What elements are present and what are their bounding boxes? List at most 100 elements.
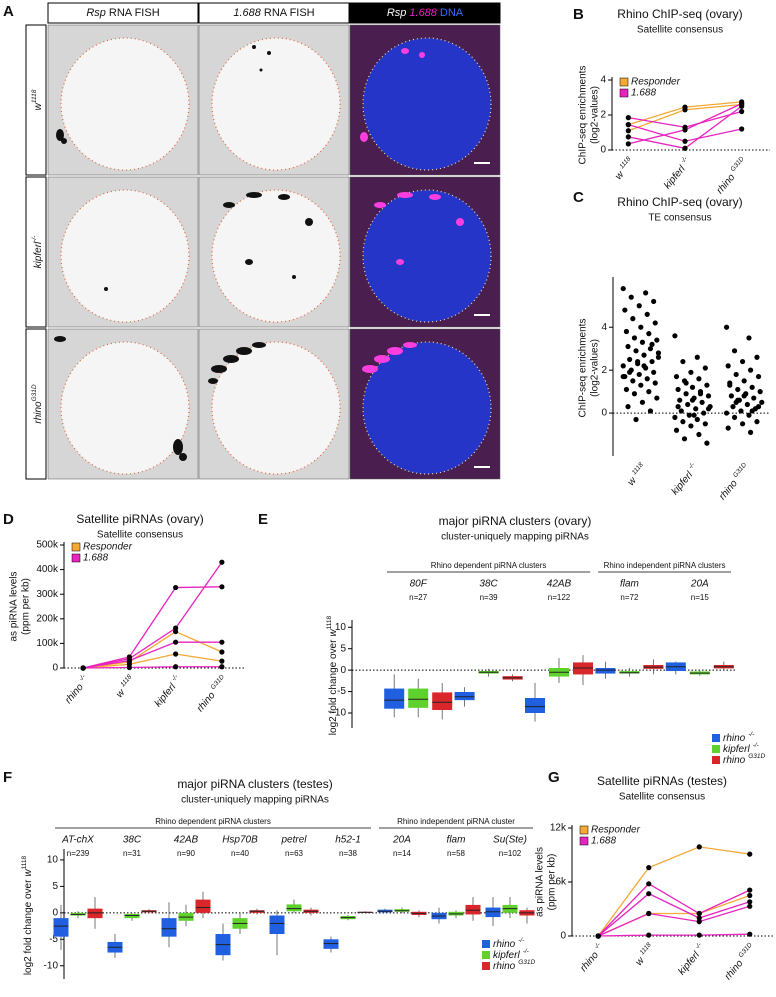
category-label: 20A xyxy=(690,579,709,590)
data-point xyxy=(625,122,631,128)
x-tick-label-part: rhino xyxy=(63,681,86,705)
y-tick-label: 400k xyxy=(36,564,59,575)
data-point xyxy=(696,431,702,438)
n-label: n=14 xyxy=(393,849,412,858)
row-label: rhinoG31D xyxy=(31,384,43,424)
y-axis-label-part: w xyxy=(23,869,34,877)
data-point xyxy=(693,406,699,412)
y-axis-label: (ppm per kb) xyxy=(547,854,558,911)
legend-label-part: -/- xyxy=(748,731,755,738)
data-point xyxy=(126,664,132,671)
data-point xyxy=(682,107,688,113)
x-tick-label-part: 1118 xyxy=(639,941,653,956)
data-point xyxy=(625,343,631,350)
data-point xyxy=(638,382,644,388)
legend-label: kipferl -/- xyxy=(493,948,530,960)
y-tick-label: -10 xyxy=(44,960,59,971)
y-axis-label: as piRNA levels xyxy=(535,847,546,917)
row-label-box xyxy=(25,24,47,176)
panel-label: E xyxy=(258,511,268,528)
series-line xyxy=(82,586,222,669)
n-label: n=90 xyxy=(177,849,196,858)
data-point xyxy=(625,128,631,134)
n-label: n=27 xyxy=(409,593,428,602)
data-point xyxy=(754,354,760,360)
nucleus-outline xyxy=(211,341,341,475)
n-label: n=38 xyxy=(339,849,358,858)
legend-swatch xyxy=(71,542,81,552)
data-point xyxy=(672,414,678,420)
data-point xyxy=(680,419,686,425)
y-tick-label: 0 xyxy=(601,408,607,419)
data-point xyxy=(696,915,702,921)
box xyxy=(454,692,475,701)
nucleus-outline xyxy=(211,37,341,171)
data-point xyxy=(747,887,753,893)
signal-spot xyxy=(223,202,235,208)
data-point xyxy=(677,397,683,403)
data-point xyxy=(683,380,689,386)
legend-label: Responder xyxy=(83,542,133,553)
series-line xyxy=(82,561,223,669)
data-point xyxy=(728,393,734,399)
x-tick-label-part: 1118 xyxy=(631,461,645,476)
y-tick-label: 6k xyxy=(555,877,567,888)
data-point xyxy=(646,910,652,917)
y-tick-label: 0 xyxy=(52,907,58,918)
data-point xyxy=(689,397,696,403)
data-point xyxy=(625,134,631,140)
legend-swatch xyxy=(482,962,490,970)
y-tick-label: 5 xyxy=(52,881,58,892)
category-label: petrel xyxy=(280,835,307,846)
data-point xyxy=(627,369,633,375)
data-point xyxy=(625,115,631,121)
data-point xyxy=(627,356,633,363)
data-point xyxy=(646,881,652,887)
data-point xyxy=(702,421,708,427)
data-point xyxy=(652,320,658,326)
y-tick-label: 4 xyxy=(601,322,607,333)
legend-swatch xyxy=(619,88,629,98)
box xyxy=(269,915,285,935)
signal-spot xyxy=(211,365,227,373)
legend-label-part: rhino xyxy=(723,733,746,744)
data-point xyxy=(747,367,754,373)
nucleus-outline xyxy=(60,341,190,475)
signal-spot xyxy=(246,192,262,198)
box xyxy=(161,918,177,937)
x-tick-label: w1118 xyxy=(113,673,138,699)
data-point xyxy=(655,350,662,356)
x-tick-label-part: rhino xyxy=(722,958,745,982)
x-tick-label-part: kipferl xyxy=(669,469,695,497)
data-point xyxy=(647,346,654,352)
data-point xyxy=(746,335,752,341)
legend-swatch xyxy=(712,745,720,753)
data-point xyxy=(697,391,704,397)
chart-title: Satellite piRNAs (ovary) xyxy=(76,512,203,526)
data-point xyxy=(696,376,702,382)
n-label: n=239 xyxy=(67,849,90,858)
data-point xyxy=(126,658,132,664)
data-point xyxy=(747,931,753,937)
data-point xyxy=(683,391,689,397)
legend-label: rhino -/- xyxy=(493,937,525,949)
data-point xyxy=(723,410,730,416)
row-label-box xyxy=(25,328,47,480)
data-point xyxy=(725,425,731,431)
x-tick-label-part: G31D xyxy=(732,461,748,479)
n-label: n=58 xyxy=(447,849,466,858)
series-line xyxy=(83,641,222,669)
chart-subtitle: Satellite consensus xyxy=(637,25,723,36)
data-point xyxy=(651,298,657,305)
x-tick-label-part: G31D xyxy=(738,941,754,959)
data-point xyxy=(173,625,179,631)
signal-spot xyxy=(396,259,404,265)
data-point xyxy=(678,408,684,414)
y-tick-label: -10 xyxy=(332,708,347,719)
box xyxy=(485,907,501,918)
category-label: 20A xyxy=(392,835,411,846)
legend-label-part: G31D xyxy=(748,753,765,760)
data-point xyxy=(630,378,636,384)
data-point xyxy=(635,358,641,365)
data-point xyxy=(673,373,680,380)
